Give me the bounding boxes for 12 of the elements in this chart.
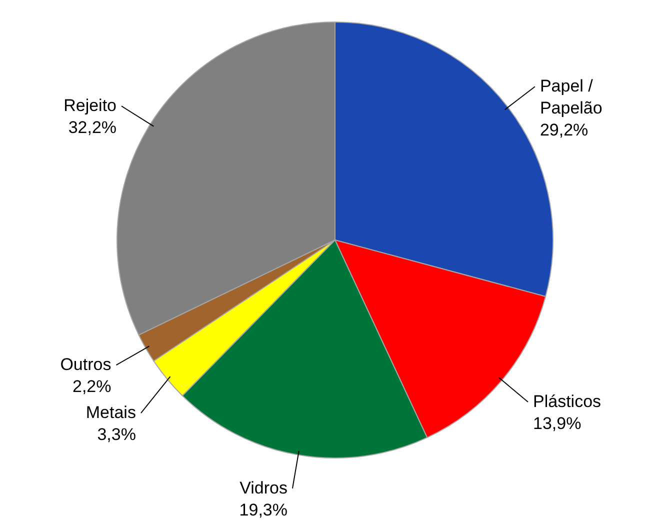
slice-label: Metais — [86, 403, 136, 422]
data-label: 29,2% — [540, 120, 588, 140]
slice-label: Rejeito — [64, 96, 117, 116]
data-label: 3,3% — [97, 425, 136, 444]
slice-label: Plásticos — [533, 392, 602, 412]
slice-label: Outros — [60, 355, 112, 374]
data-label: 2,2% — [72, 377, 112, 396]
data-label: 13,9% — [533, 414, 582, 434]
slice-label: Papel / Papelão — [540, 76, 602, 118]
data-label: 32,2% — [68, 118, 117, 138]
data-label: 19,3% — [239, 500, 288, 520]
slice-label: Vidros — [240, 478, 288, 498]
